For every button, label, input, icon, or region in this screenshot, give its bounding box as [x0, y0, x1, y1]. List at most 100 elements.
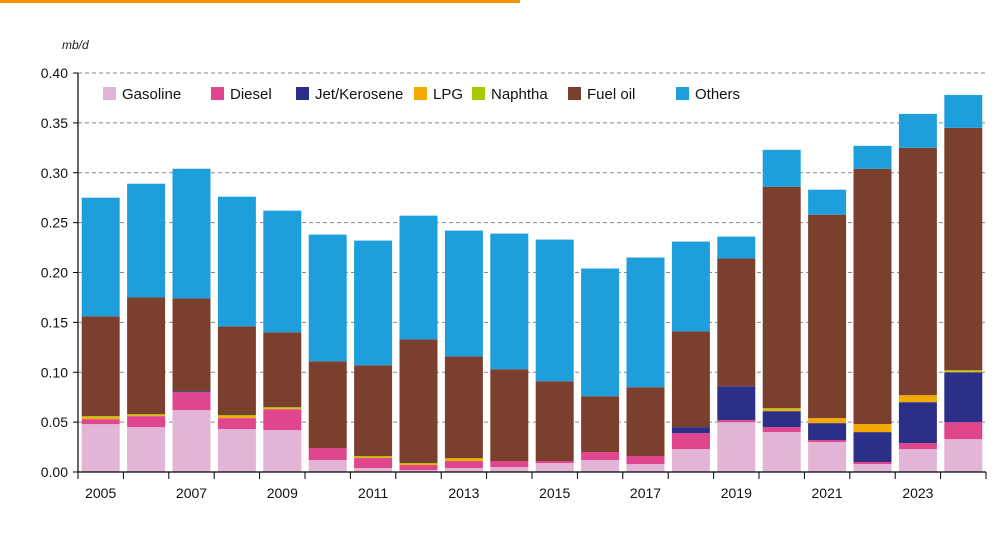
bar-segment-naphtha: [354, 456, 393, 458]
legend-swatch: [414, 87, 427, 100]
bar-segment-gasoline: [127, 427, 166, 472]
bar-segment-fuel-oil: [81, 316, 120, 417]
top-accent-bar: [0, 0, 520, 3]
bar-segment-lpg: [853, 424, 892, 433]
bar-segment-fuel-oil: [898, 147, 937, 396]
bar-segment-lpg: [127, 415, 166, 417]
bar-segment-gasoline: [626, 464, 665, 472]
x-tick-label: 2011: [358, 485, 388, 501]
bar-segment-diesel: [808, 440, 847, 443]
bar-segment-others: [308, 234, 347, 362]
bar-segment-others: [581, 268, 620, 397]
bar-segment-lpg: [762, 409, 801, 412]
bar-segment-fuel-oil: [853, 168, 892, 425]
bar-segment-others: [671, 241, 710, 332]
bar-segment-others: [717, 236, 756, 259]
bar-segment-fuel-oil: [717, 258, 756, 387]
axes: 0.00 0.05 0.10 0.15 0.20 0.25 0.30 0.35 0.40 2005…: [41, 65, 987, 501]
bar-segment-others: [535, 239, 574, 382]
bar-segment-gasoline: [399, 470, 438, 472]
legend-swatch: [676, 87, 689, 100]
legend: Gasoline Diesel Jet/Kerosene LPG Naphtha Fuel…: [103, 86, 740, 103]
bar-segment-gasoline: [263, 430, 302, 472]
bar-segment-diesel: [127, 416, 166, 428]
bar-segment-fuel-oil: [808, 214, 847, 419]
bar-segment-lpg: [444, 459, 483, 462]
bar-segment-jet-kerosene: [762, 411, 801, 428]
bar-segment-naphtha: [81, 416, 120, 418]
y-tick-label: 0.20: [41, 265, 68, 281]
bar-segment-diesel: [535, 461, 574, 464]
bar-segment-diesel: [217, 418, 256, 430]
bar-segment-naphtha: [444, 458, 483, 460]
bar-segment-fuel-oil: [127, 297, 166, 415]
legend-label: Gasoline: [122, 86, 181, 103]
bar-segment-gasoline: [535, 463, 574, 472]
bar-segment-fuel-oil: [263, 332, 302, 408]
x-tick-label: 2009: [267, 485, 298, 501]
legend-swatch: [472, 87, 485, 100]
bar-segment-naphtha: [127, 414, 166, 416]
bar-segment-diesel: [626, 456, 665, 465]
legend-label: LPG: [433, 86, 463, 103]
bar-segment-gasoline: [81, 424, 120, 472]
bar-segment-fuel-oil: [535, 381, 574, 462]
bar-segment-diesel: [853, 462, 892, 465]
y-tick-label: 0.35: [41, 115, 68, 131]
bar-segment-fuel-oil: [762, 186, 801, 409]
legend-label: Fuel oil: [587, 86, 635, 103]
y-tick-label: 0.10: [41, 364, 68, 380]
bar-segment-naphtha: [944, 370, 983, 372]
y-tick-label: 0.25: [41, 215, 68, 231]
x-tick-label: 2007: [176, 485, 207, 501]
bar-segment-fuel-oil: [671, 331, 710, 428]
bar-segment-fuel-oil: [308, 361, 347, 449]
x-tick-label: 2005: [85, 485, 116, 501]
bar-segment-jet-kerosene: [671, 427, 710, 434]
bar-segment-others: [762, 149, 801, 187]
legend-label: Others: [695, 86, 740, 103]
bar-segment-diesel: [81, 419, 120, 425]
bar-segment-gasoline: [308, 460, 347, 472]
bar-segment-lpg: [898, 395, 937, 403]
x-tick-label: 2021: [812, 485, 843, 501]
bar-segment-gasoline: [354, 468, 393, 472]
y-tick-label: 0.40: [41, 65, 68, 81]
bar-segment-others: [172, 168, 211, 299]
bar-segment-naphtha: [399, 463, 438, 465]
bar-segment-diesel: [308, 448, 347, 461]
bar-segment-gasoline: [808, 442, 847, 472]
bar-segment-fuel-oil: [399, 339, 438, 464]
y-unit-label: mb/d: [62, 38, 89, 52]
bar-segment-others: [127, 183, 166, 298]
bar-segment-gasoline: [444, 468, 483, 472]
bar-segment-lpg: [354, 457, 393, 459]
bar-segment-others: [444, 230, 483, 357]
bar-segment-diesel: [762, 427, 801, 433]
legend-swatch: [103, 87, 116, 100]
bar-segment-lpg: [263, 408, 302, 410]
bar-segment-others: [217, 196, 256, 327]
bar-segment-fuel-oil: [354, 365, 393, 457]
bar-segment-fuel-oil: [172, 298, 211, 392]
legend-label: Diesel: [230, 86, 272, 103]
bar-segment-naphtha: [217, 415, 256, 417]
y-tick-label: 0.30: [41, 165, 68, 181]
bar-segment-fuel-oil: [217, 326, 256, 416]
bar-segment-naphtha: [762, 408, 801, 410]
bar-segment-jet-kerosene: [172, 391, 211, 393]
bar-segment-gasoline: [490, 467, 529, 472]
bar-segment-diesel: [717, 420, 756, 423]
legend-swatch: [211, 87, 224, 100]
legend-label: Naphtha: [491, 86, 548, 103]
bar-segment-others: [354, 240, 393, 366]
bar-segment-diesel: [399, 465, 438, 471]
bar-segment-diesel: [172, 392, 211, 411]
bar-segment-gasoline: [853, 464, 892, 472]
legend-swatch: [568, 87, 581, 100]
bar-segment-jet-kerosene: [853, 432, 892, 463]
bar-segment-diesel: [581, 452, 620, 461]
bar-segment-gasoline: [581, 460, 620, 472]
bar-segment-gasoline: [762, 432, 801, 472]
